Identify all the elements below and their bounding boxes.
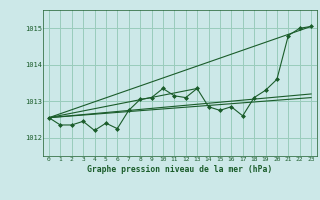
X-axis label: Graphe pression niveau de la mer (hPa): Graphe pression niveau de la mer (hPa) <box>87 165 273 174</box>
